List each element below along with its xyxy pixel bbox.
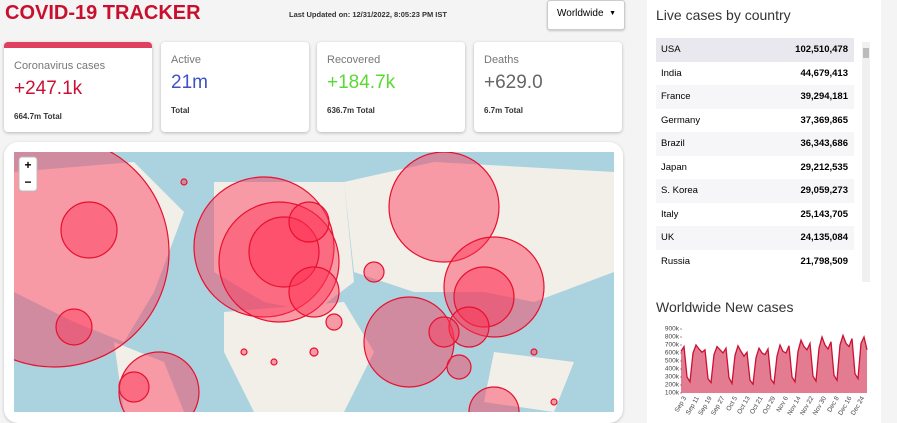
land [14, 162, 614, 412]
card-total: 664.7m Total [14, 112, 62, 121]
card-value: +247.1k [14, 78, 83, 99]
table-row: S. Korea 29,059,273 [656, 179, 854, 203]
country-name: Brazil [661, 138, 685, 149]
main-area: COVID-19 TRACKER Last Updated on: 12/31/… [4, 0, 625, 423]
app-title: COVID-19 TRACKER [5, 2, 201, 24]
country-cases: 39,294,181 [800, 91, 848, 102]
country-name: Russia [661, 255, 691, 267]
country-cases: 102,510,478 [795, 44, 848, 55]
country-name: S. Korea [661, 185, 698, 196]
map[interactable]: + − [14, 152, 614, 412]
line [680, 333, 868, 386]
chart-title: Worldwide New cases [656, 299, 794, 315]
table-row: France 39,294,181 [656, 85, 854, 109]
y-tick-label: 100k [665, 390, 680, 397]
card-total: Total [171, 106, 190, 115]
card-title: Recovered [327, 54, 381, 66]
new-cases-chart: 100k200k300k400k500k600k700k800k900kSep … [665, 326, 868, 417]
y-tick-label: 900k [665, 326, 680, 333]
card-value: 21m [171, 72, 208, 93]
country-cases: 37,369,865 [800, 114, 848, 126]
country-cases: 36,343,686 [800, 138, 848, 149]
y-tick-label: 500k [665, 358, 680, 365]
country-name: Germany [661, 114, 701, 126]
zoom-control [18, 156, 38, 192]
map-card: + − [4, 142, 623, 423]
card-title: Coronavirus cases [14, 60, 106, 72]
case-circles [14, 152, 558, 412]
card-title: Active [171, 54, 201, 66]
country-name: Japan [661, 161, 687, 173]
stat-card[interactable]: Deaths +629.0 6.7m Total [474, 42, 622, 132]
country-name: UK [661, 232, 675, 243]
table-row: Brazil 36,343,686 [656, 132, 854, 156]
country-name: France [661, 91, 691, 102]
table-row: USA 102,510,478 [656, 38, 854, 62]
y-tick-label: 400k [665, 366, 680, 373]
country-cases: 29,059,273 [800, 185, 848, 196]
table-row: India 44,679,413 [656, 61, 854, 85]
zoom-out[interactable]: − [24, 175, 31, 189]
scrollbar[interactable] [862, 42, 870, 282]
card-value: +629.0 [484, 72, 543, 93]
card-title: Deaths [484, 54, 519, 66]
country-cases: 29,212,535 [800, 161, 848, 173]
zoom-in[interactable]: + [24, 158, 31, 172]
last-updated: Last Updated on: 12/31/2022, 8:05:23 PM … [289, 10, 447, 19]
x-tick-label: Oct 29 [762, 395, 778, 415]
y-tick-label: 800k [665, 334, 680, 341]
country-name: India [661, 67, 682, 79]
stat-card[interactable]: Active 21m Total [161, 42, 309, 132]
country-cases: 21,798,509 [800, 255, 848, 267]
table-row: UK 24,135,084 [656, 226, 854, 250]
y-tick-label: 200k [665, 382, 680, 389]
card-total: 6.7m Total [484, 106, 523, 115]
table-row: Russia 21,798,509 [656, 249, 854, 273]
dropdown-arrow: ▼ [609, 10, 616, 17]
country-dropdown[interactable]: Worldwide ▼ [547, 0, 625, 30]
sidebar: Live cases by country USA 102,510,478 Indi… [647, 0, 881, 423]
country-cases: 25,143,705 [800, 208, 848, 220]
country-cases: 24,135,084 [800, 232, 848, 243]
y-tick-label: 600k [665, 350, 680, 357]
y-tick-label: 700k [665, 342, 680, 349]
table-row: Italy 25,143,705 [656, 202, 854, 226]
area [681, 335, 867, 393]
country-cases: 44,679,413 [800, 67, 848, 79]
table-title: Live cases by country [656, 7, 791, 23]
country-name: USA [661, 44, 681, 55]
y-tick-label: 300k [665, 374, 680, 381]
table-row: Japan 29,212,535 [656, 155, 854, 179]
card-value: +184.7k [327, 72, 396, 93]
stat-card[interactable]: Recovered +184.7k 636.7m Total [317, 42, 465, 132]
stat-card[interactable]: Coronavirus cases +247.1k 664.7m Total [4, 42, 152, 132]
dropdown-label: Worldwide [557, 8, 604, 19]
country-name: Italy [661, 208, 679, 220]
card-total: 636.7m Total [327, 106, 375, 115]
table-row: Germany 37,369,865 [656, 108, 854, 132]
